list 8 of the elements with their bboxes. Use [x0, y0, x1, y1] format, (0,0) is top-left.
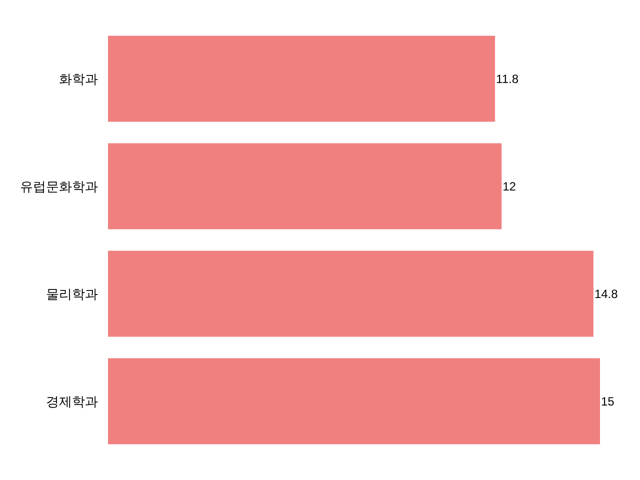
data-label: 15 — [601, 394, 615, 408]
y-tick-label: 유럽문화학과 — [20, 178, 98, 194]
y-tick-label: 경제학과 — [46, 394, 98, 409]
data-label: 14.8 — [594, 286, 618, 301]
data-label: 12 — [502, 179, 516, 194]
y-tick-label: 물리학과 — [46, 286, 98, 302]
data-label: 11.8 — [496, 72, 519, 86]
y-tick-label: 화학과 — [59, 71, 98, 86]
